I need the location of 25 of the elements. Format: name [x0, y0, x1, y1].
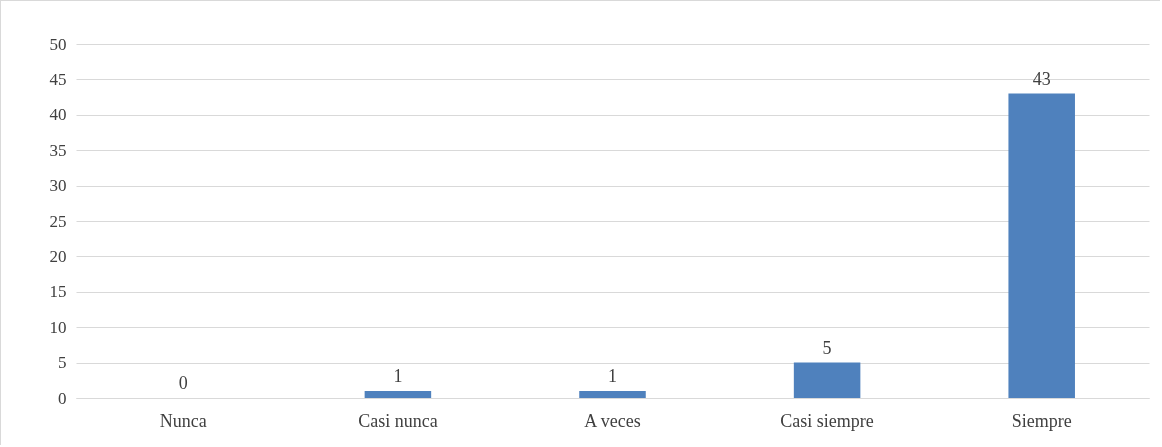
- y-tick-label: 50: [49, 34, 67, 54]
- data-label: 1: [608, 365, 617, 386]
- data-label: 43: [1032, 68, 1051, 89]
- data-label: 0: [178, 373, 188, 393]
- x-tick-label: Casi siempre: [780, 410, 874, 431]
- y-tick-label: 30: [49, 176, 67, 196]
- bar: [579, 390, 646, 398]
- y-tick-label: 10: [49, 317, 67, 337]
- x-tick-label: A veces: [584, 410, 641, 431]
- bar: [364, 390, 432, 398]
- y-tick-label: 40: [49, 105, 67, 125]
- data-label: 1: [393, 365, 403, 386]
- x-tick-label: Nunca: [159, 410, 207, 431]
- bar: [1008, 93, 1075, 398]
- y-tick-label: 15: [49, 282, 67, 302]
- y-tick-label: 0: [58, 388, 67, 408]
- y-tick-label: 25: [49, 211, 67, 231]
- y-tick-label: 20: [49, 246, 67, 266]
- x-tick-label: Siempre: [1011, 410, 1072, 431]
- y-tick-label: 5: [58, 353, 67, 373]
- data-label: 5: [822, 337, 832, 358]
- bar: [793, 362, 861, 398]
- y-tick-label: 45: [49, 69, 67, 89]
- y-tick-label: 35: [49, 140, 67, 160]
- x-tick-label: Casi nunca: [358, 410, 438, 431]
